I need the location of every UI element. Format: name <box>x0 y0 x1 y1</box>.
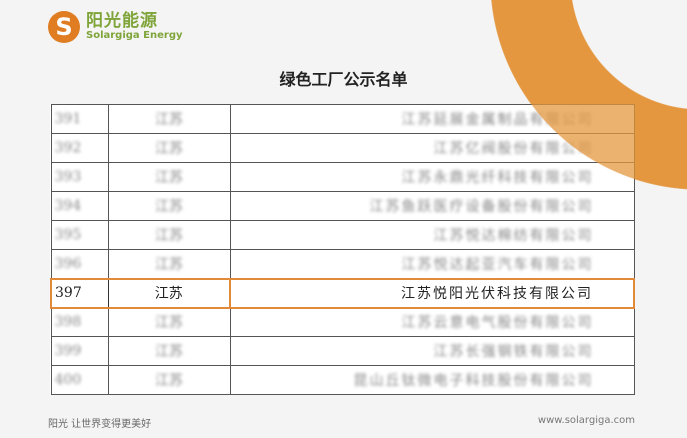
cell-province: 江苏 <box>107 365 231 395</box>
no-text: 400 <box>54 372 82 388</box>
table-row: 396 江苏 江苏悦达起亚汽车有限公司 <box>50 249 635 279</box>
cell-province: 江苏 <box>107 249 231 279</box>
table-row: 400 江苏 昆山丘钛微电子科技股份有限公司 <box>50 365 635 395</box>
table-row: 393 江苏 江苏永鼎光纤科技有限公司 <box>50 162 635 192</box>
no-text: 393 <box>54 169 82 185</box>
table-row: 391 江苏 江苏延展金属制品有限公司 <box>50 104 635 134</box>
cell-company: 江苏悦达起亚汽车有限公司 <box>229 249 635 279</box>
cell-company: 江苏长强钢铁有限公司 <box>229 336 635 366</box>
no-text: 395 <box>54 227 82 243</box>
cell-province: 江苏 <box>107 162 231 192</box>
cell-no: 391 <box>50 104 109 134</box>
province-text: 江苏 <box>155 199 183 215</box>
province-text: 江苏 <box>155 315 183 332</box>
company-text: 江苏悦达棉纺有限公司 <box>433 228 594 244</box>
table-row: 395 江苏 江苏悦达棉纺有限公司 <box>50 220 635 250</box>
cell-no: 395 <box>50 220 109 250</box>
logo: S 阳光能源 Solargiga Energy <box>48 11 183 43</box>
province-text: 江苏 <box>155 344 183 360</box>
cell-company: 昆山丘钛微电子科技股份有限公司 <box>229 365 635 395</box>
cell-company: 江苏悦阳光伏科技有限公司 <box>229 277 635 309</box>
cell-no: 394 <box>50 191 109 221</box>
table-row: 398 江苏 江苏云意电气股份有限公司 <box>50 307 635 337</box>
company-text: 江苏亿阀股份有限公司 <box>433 141 594 157</box>
company-text: 江苏永鼎光纤科技有限公司 <box>401 170 594 186</box>
no-text: 392 <box>54 140 82 156</box>
cell-no: 399 <box>50 336 109 366</box>
company-text: 江苏悦阳光伏科技有限公司 <box>401 286 593 302</box>
cell-company: 江苏鱼跃医疗设备股份有限公司 <box>229 191 635 221</box>
no-text: 391 <box>54 111 82 127</box>
logo-cn: 阳光能源 <box>86 11 158 31</box>
cell-province: 江苏 <box>107 307 231 337</box>
cell-no: 400 <box>50 365 109 395</box>
cell-province: 江苏 <box>107 277 231 309</box>
cell-no: 393 <box>50 162 109 192</box>
footer-url: www.solargiga.com <box>537 415 635 426</box>
table-row-highlighted: 397 江苏 江苏悦阳光伏科技有限公司 <box>50 277 635 309</box>
logo-s-icon: S <box>48 11 80 43</box>
no-text: 398 <box>54 314 82 331</box>
province-text: 江苏 <box>155 373 183 389</box>
cell-no: 398 <box>50 307 109 337</box>
factory-table: 391 江苏 江苏延展金属制品有限公司 392 江苏 江苏亿阀股份有限公司 393 江苏 江苏永… <box>50 104 635 395</box>
company-text: 江苏延展金属制品有限公司 <box>401 112 594 128</box>
company-text: 江苏云意电气股份有限公司 <box>401 315 594 332</box>
cell-province: 江苏 <box>107 104 231 134</box>
province-text: 江苏 <box>154 286 183 302</box>
table-row: 394 江苏 江苏鱼跃医疗设备股份有限公司 <box>50 191 635 221</box>
cell-company: 江苏延展金属制品有限公司 <box>229 104 635 134</box>
no-text: 399 <box>54 343 82 359</box>
province-text: 江苏 <box>155 112 183 128</box>
no-text: 397 <box>55 285 82 301</box>
page-title: 绿色工厂公示名单 <box>279 70 408 89</box>
cell-no: 397 <box>50 277 109 309</box>
no-text: 396 <box>54 255 82 272</box>
company-text: 江苏悦达起亚汽车有限公司 <box>401 256 594 273</box>
cell-company: 江苏永鼎光纤科技有限公司 <box>229 162 635 192</box>
province-text: 江苏 <box>155 170 183 186</box>
cell-company: 江苏云意电气股份有限公司 <box>229 307 635 337</box>
cell-company: 江苏悦达棉纺有限公司 <box>229 220 635 250</box>
cell-province: 江苏 <box>107 336 231 366</box>
province-text: 江苏 <box>155 141 183 157</box>
logo-en: Solargiga Energy <box>86 30 183 41</box>
cell-company: 江苏亿阀股份有限公司 <box>229 133 635 163</box>
province-text: 江苏 <box>155 228 183 244</box>
table-row: 392 江苏 江苏亿阀股份有限公司 <box>50 133 635 163</box>
table-row: 399 江苏 江苏长强钢铁有限公司 <box>50 336 635 366</box>
no-text: 394 <box>54 198 82 214</box>
cell-no: 392 <box>50 133 109 163</box>
company-text: 江苏鱼跃医疗设备股份有限公司 <box>369 199 594 215</box>
company-text: 昆山丘钛微电子科技股份有限公司 <box>353 373 594 389</box>
cell-province: 江苏 <box>107 191 231 221</box>
cell-province: 江苏 <box>107 220 231 250</box>
footer-slogan: 阳光 让世界变得更美好 <box>48 419 152 430</box>
cell-no: 396 <box>50 249 109 279</box>
company-text: 江苏长强钢铁有限公司 <box>433 344 594 360</box>
cell-province: 江苏 <box>107 133 231 163</box>
province-text: 江苏 <box>155 256 183 273</box>
